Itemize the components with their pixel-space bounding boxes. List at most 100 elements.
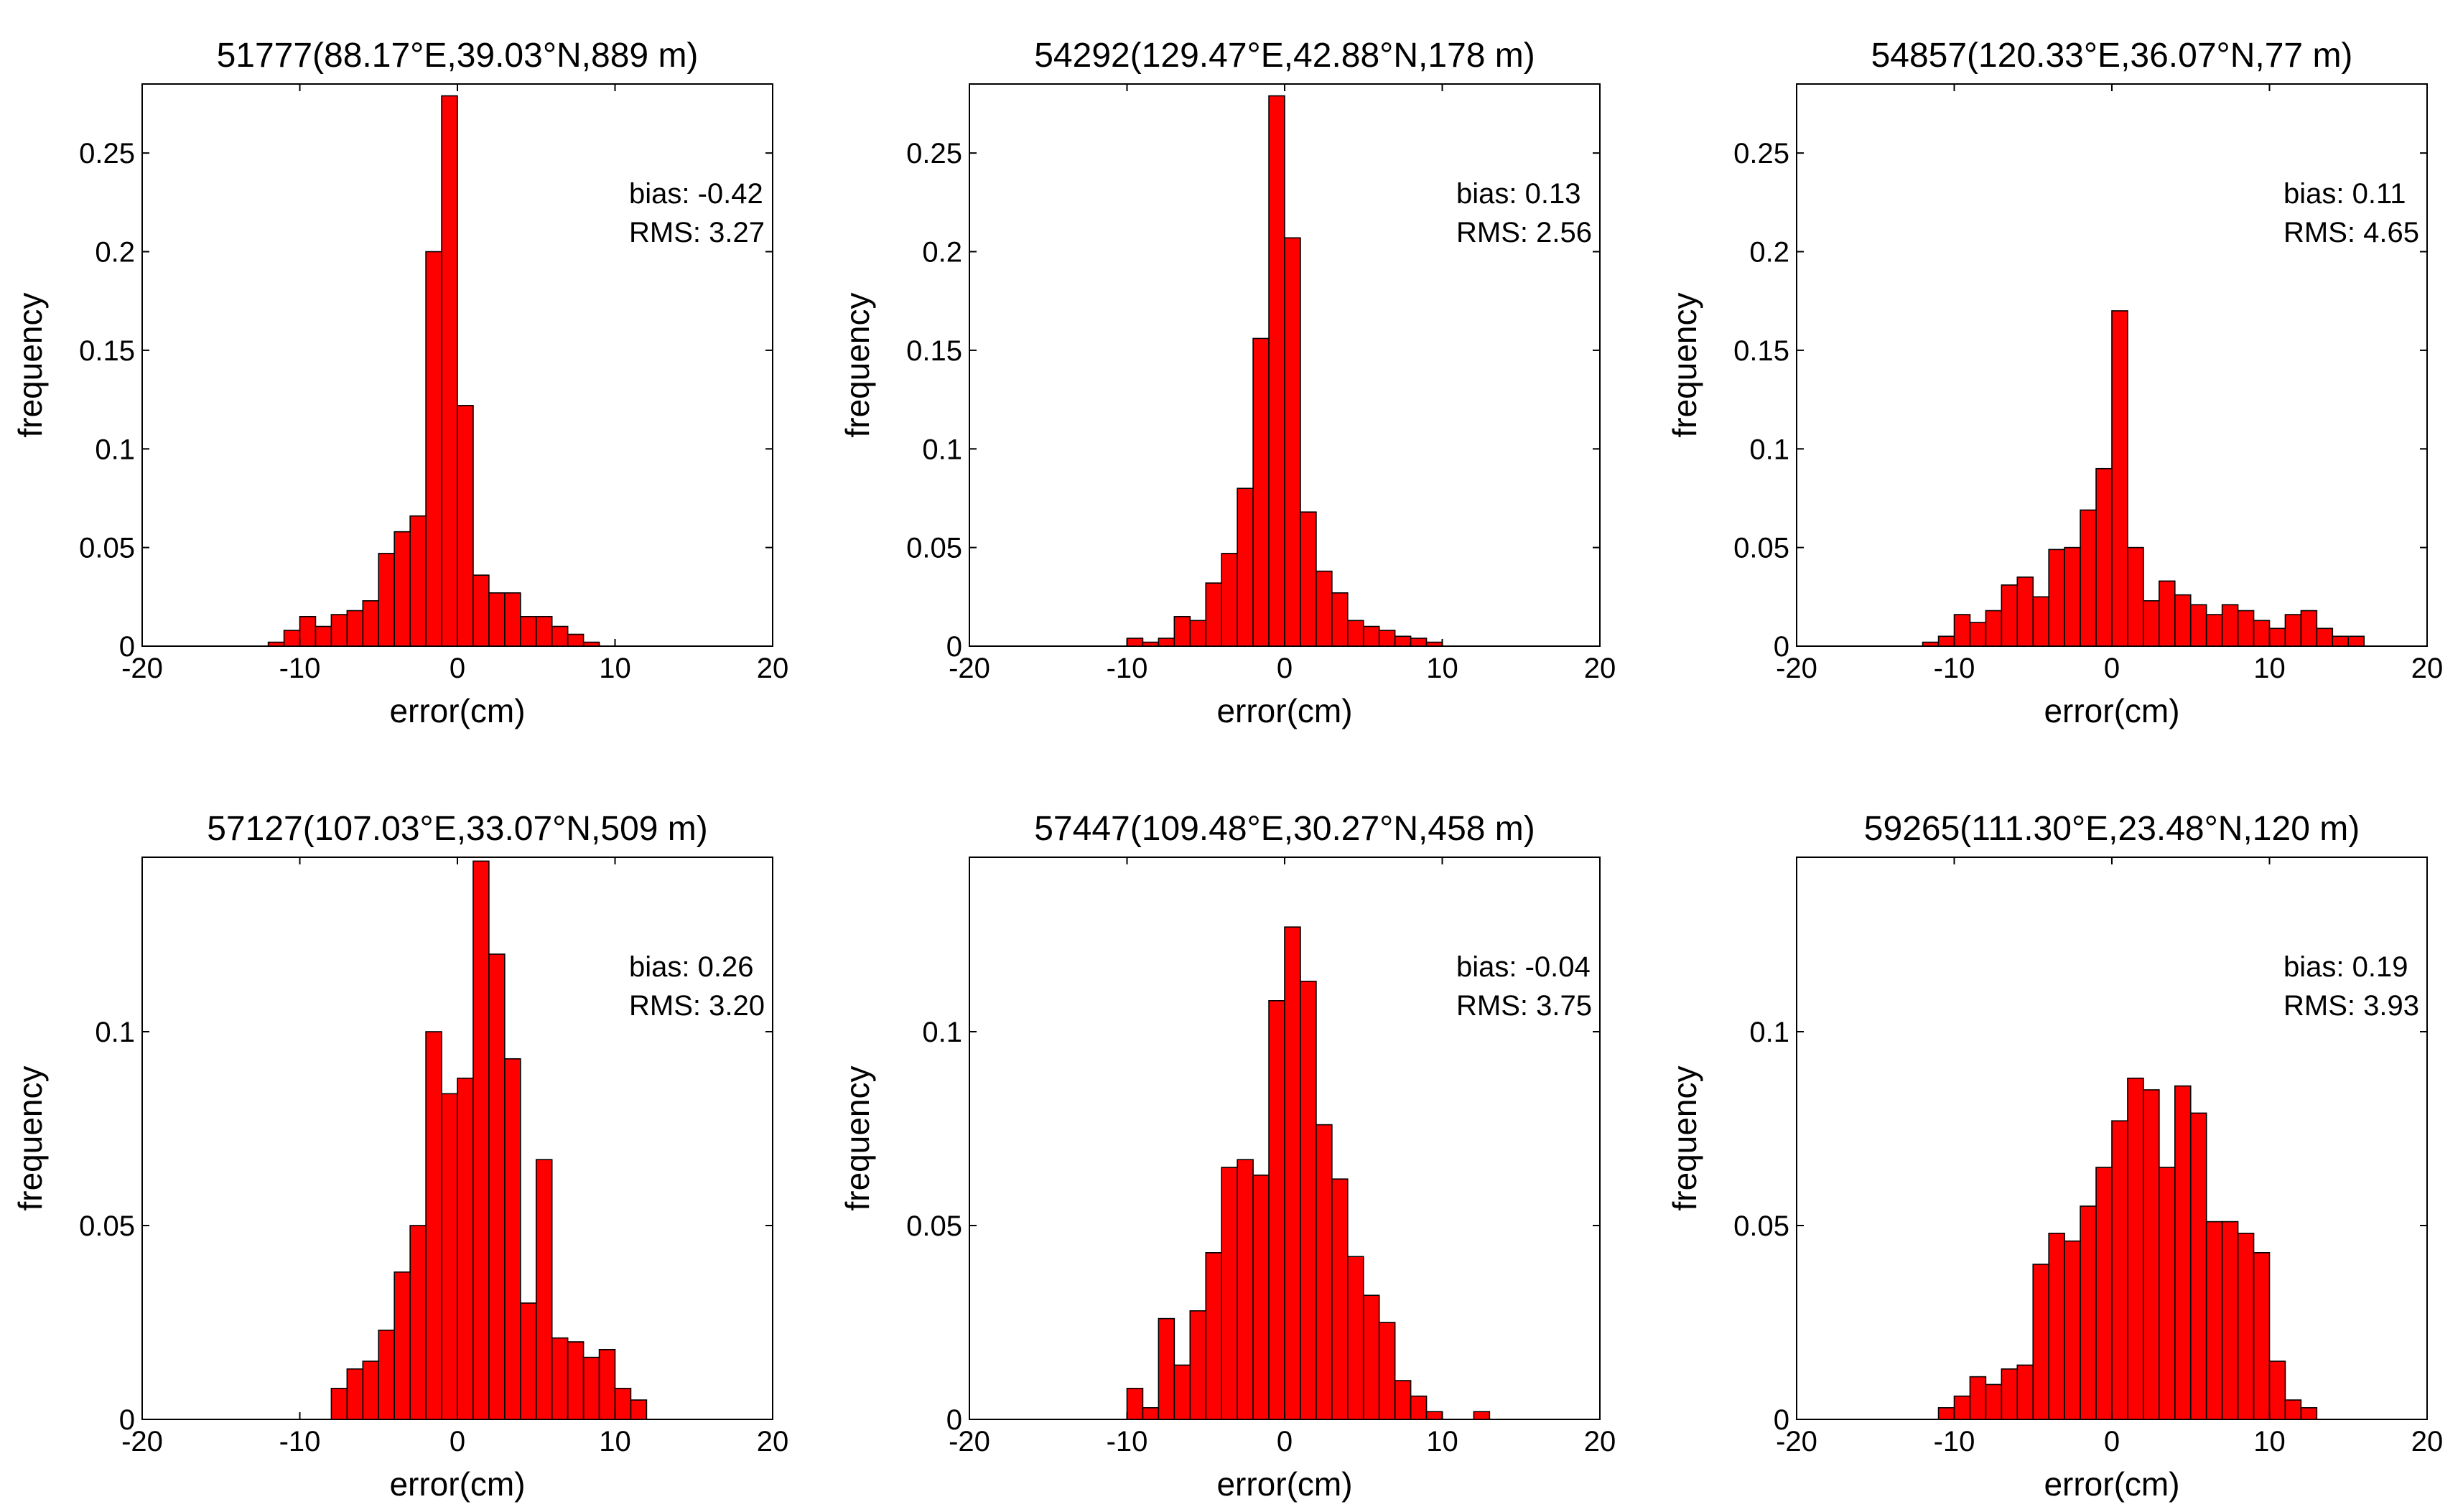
histogram-bar [1347,1256,1364,1420]
x-tick-label: 0 [450,1426,465,1457]
histogram-bar [457,405,474,647]
x-tick-label: 10 [1426,653,1458,684]
histogram-bar [2001,584,2019,647]
chart-panel-5: -20 -10 0 10 20 0 0.05 0.1 57447(109.48°E,30.27°… [839,810,1616,1503]
chart-title: 51777(88.17°E,39.03°N,889 m) [217,37,699,75]
x-tick-label: -10 [1107,653,1148,684]
histogram-bar [1205,1252,1223,1420]
histogram-bar [630,1399,648,1420]
x-tick-label: -20 [121,653,163,684]
histogram-bar [1473,1411,1491,1420]
histogram-bar [2080,1205,2097,1420]
x-tick-label: 20 [2411,1426,2444,1457]
histogram-bar [519,615,537,647]
histogram-bar [1252,1175,1270,1420]
histogram-bar [2143,600,2160,647]
x-tick-label: -20 [1776,653,1817,684]
y-tick-label: 0 [946,1404,962,1436]
y-tick-label: 0.25 [1733,138,1789,169]
rms-annotation: RMS: 4.65 [2283,217,2419,248]
histogram-bar [1937,635,1955,647]
histogram-bar [2253,620,2271,647]
x-tick-label: 20 [757,1426,789,1457]
x-tick-label: -20 [949,653,990,684]
histogram-bar [1394,1380,1412,1420]
x-tick-label: -10 [279,653,321,684]
histogram-bar [1142,641,1160,647]
x-tick-label: -10 [1934,653,1975,684]
histogram-bar [2237,1233,2255,1420]
histogram-bar [1268,1000,1285,1420]
histogram-bar [2205,1221,2223,1420]
histogram-bar [1158,638,1175,647]
histogram-bars [1922,310,2365,647]
histogram-bar [1268,95,1285,647]
histogram-bar [1205,582,1223,647]
chart-panel-3: -20 -10 0 10 20 0 0.05 0.1 0.15 0.2 0.25 54857(120.… [1666,37,2443,729]
histogram-bar [1252,337,1270,647]
histogram-bar [2143,1089,2160,1420]
histogram-bar [2127,1078,2144,1420]
chart-title: 57127(107.03°E,33.07°N,509 m) [207,810,708,848]
histogram-bar [2237,610,2255,647]
y-tick-label: 0.2 [1749,237,1789,269]
histogram-bar [394,1271,411,1420]
histogram-bar [2221,604,2239,647]
histogram-bar [488,953,506,1420]
chart-panel-1: -20 -10 0 10 20 0 0.05 0.1 0.15 0.2 0.25 51777(88.1… [11,37,788,729]
histogram-bar [1316,1124,1333,1420]
y-tick-label: 0 [1774,631,1789,663]
histogram-bar [2332,635,2350,647]
histogram-bar [1378,1322,1396,1420]
chart-panel-4: -20 -10 0 10 20 0 0.05 0.1 57127(107.03°E,33.07°… [11,810,788,1503]
histogram-bar [299,615,317,647]
bias-annotation: bias: 0.19 [2283,951,2408,983]
histogram-bars [1126,95,1443,647]
chart-title: 54857(120.33°E,36.07°N,77 m) [1871,37,2353,75]
histogram-bar [1937,1407,1955,1420]
x-tick-label: 10 [599,653,631,684]
histogram-bar [1173,615,1191,647]
x-tick-label: 0 [2104,653,2120,684]
x-tick-label: 0 [2104,1426,2120,1457]
x-tick-label: -20 [121,1426,163,1457]
x-axis-label: error(cm) [1216,692,1352,729]
histogram-bar [2189,604,2207,647]
histogram-bar [472,860,490,1420]
histogram-bar [1985,1383,2003,1420]
histogram-bar [551,1337,569,1420]
y-tick-label: 0.1 [95,434,135,465]
histogram-bar [551,625,569,647]
histogram-bar [1410,1395,1428,1420]
histogram-bar [535,615,553,647]
chart-title: 54292(129.47°E,42.88°N,178 m) [1034,37,1535,75]
histogram-bar [2221,1221,2239,1420]
histogram-bar [409,515,427,647]
y-tick-label: 0.2 [95,237,135,269]
y-tick-label: 0.15 [906,335,962,367]
histogram-bar [2284,614,2302,647]
histogram-bar [1300,511,1317,647]
x-tick-label: -20 [1776,1426,1817,1457]
histogram-bar [1331,1178,1349,1420]
histogram-bar [1969,1376,1987,1420]
y-axis-label: frequency [11,1065,49,1210]
histogram-bar [519,1302,537,1420]
x-axis-label: error(cm) [389,1465,525,1503]
y-axis-label: frequency [839,1065,876,1210]
histogram-bar [2205,614,2223,647]
histogram-bar [1284,926,1301,1420]
histogram-bar [1378,630,1396,647]
histogram-bar [2174,1085,2192,1420]
y-tick-label: 0.1 [95,1017,135,1048]
x-tick-label: 10 [599,1426,631,1457]
rms-annotation: RMS: 3.93 [2283,990,2419,1022]
x-tick-label: 0 [1277,653,1293,684]
y-tick-label: 0.1 [922,434,962,465]
histogram-bar [346,610,364,647]
histogram-bar [2048,1233,2065,1420]
histogram-bar [394,531,411,647]
rms-annotation: RMS: 3.27 [629,217,765,248]
x-tick-label: 0 [1277,1426,1293,1457]
rms-annotation: RMS: 2.56 [1456,217,1592,248]
